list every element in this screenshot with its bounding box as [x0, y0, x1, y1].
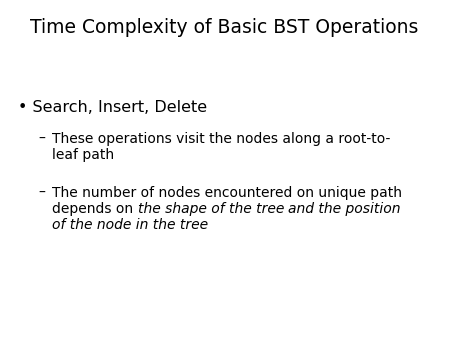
Text: Time Complexity of Basic BST Operations: Time Complexity of Basic BST Operations — [30, 18, 418, 37]
Text: These operations visit the nodes along a root-to-: These operations visit the nodes along a… — [52, 132, 391, 146]
Text: of the node in the tree: of the node in the tree — [52, 218, 208, 232]
Text: –: – — [38, 186, 45, 200]
Text: leaf path: leaf path — [52, 148, 114, 162]
Text: • Search, Insert, Delete: • Search, Insert, Delete — [18, 100, 207, 115]
Text: The number of nodes encountered on unique path: The number of nodes encountered on uniqu… — [52, 186, 402, 200]
Text: –: – — [38, 132, 45, 146]
Text: and the position: and the position — [288, 202, 401, 216]
Text: depends on: depends on — [52, 202, 138, 216]
Text: the shape of the tree: the shape of the tree — [138, 202, 284, 216]
